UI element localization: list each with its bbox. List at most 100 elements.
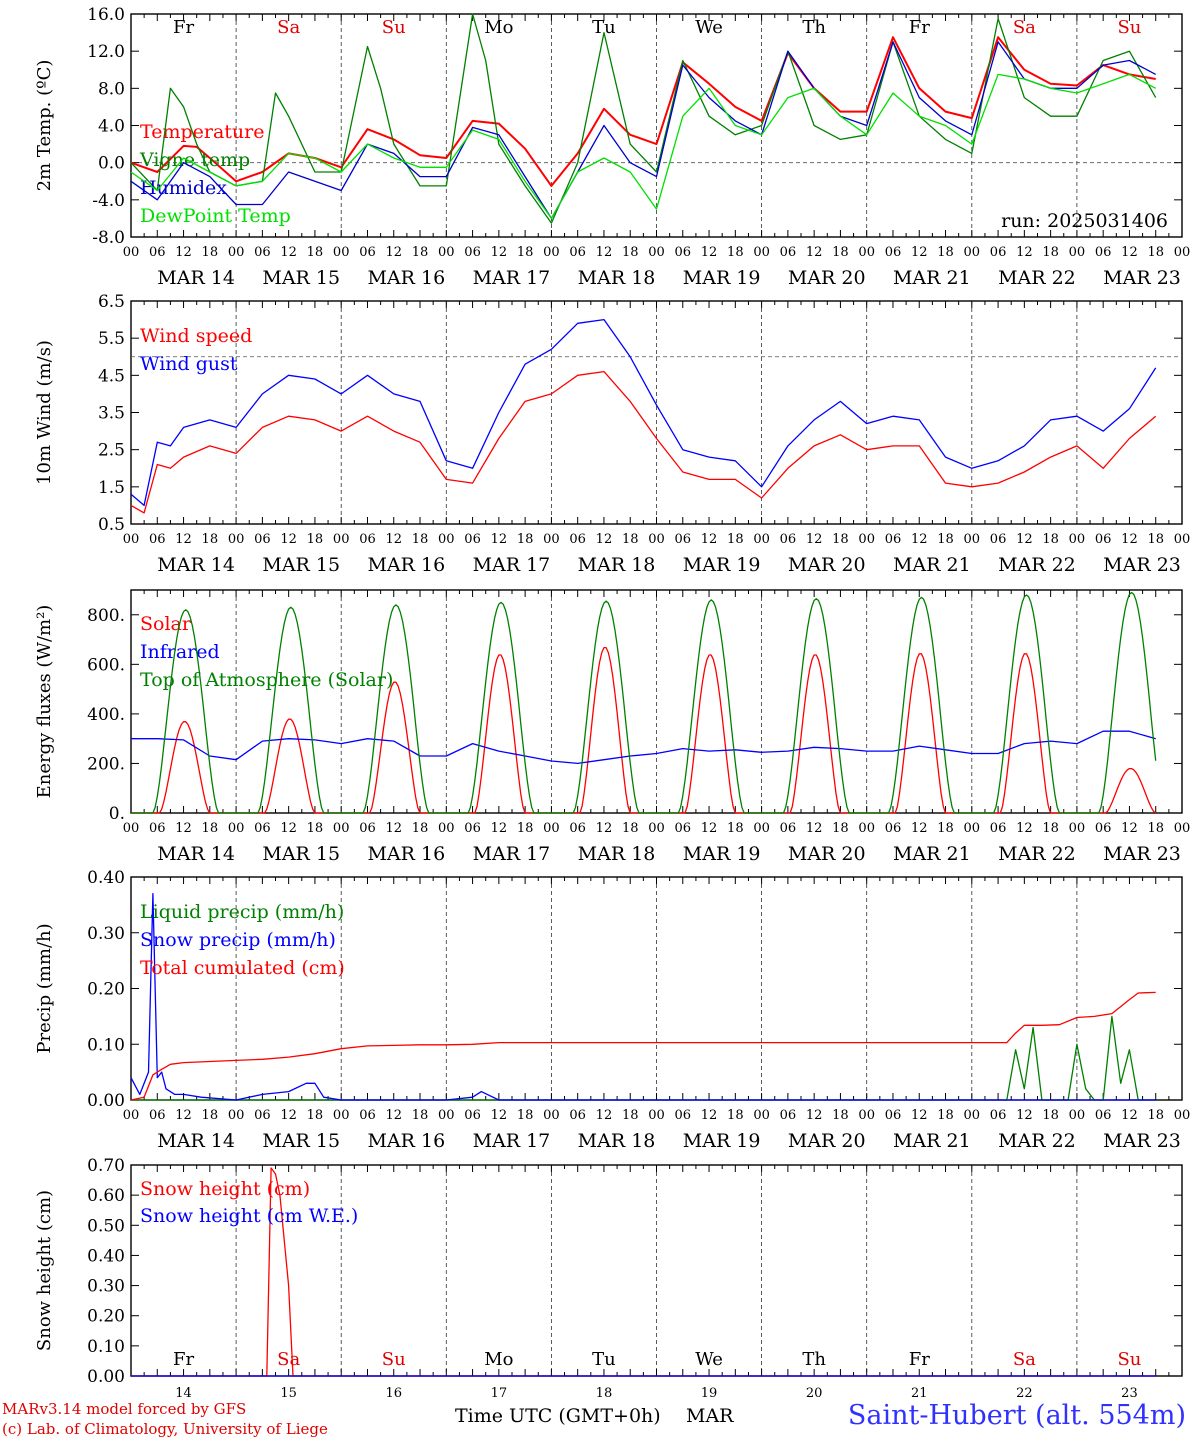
hour-label: 06 <box>780 821 797 836</box>
hour-label: 18 <box>832 532 849 547</box>
hour-label: 00 <box>753 245 770 260</box>
hour-label: 06 <box>464 245 481 260</box>
hour-label: 12 <box>175 245 192 260</box>
hour-label: 06 <box>1095 245 1112 260</box>
weekday-label: Fr <box>173 1349 194 1370</box>
hour-label: 00 <box>333 821 350 836</box>
series-line-dewpoint-temp <box>130 73 1157 220</box>
weekday-label: Fr <box>173 17 194 38</box>
hour-label: 18 <box>307 1108 324 1123</box>
day-number: 18 <box>596 1386 613 1400</box>
date-label: MAR 17 <box>473 843 551 865</box>
hour-label: 12 <box>806 245 823 260</box>
hour-label: 18 <box>307 821 324 836</box>
weekday-label: Sa <box>1013 1349 1036 1370</box>
y-tick-label: 0.20 <box>87 980 125 1000</box>
hour-label: 00 <box>858 1108 875 1123</box>
hour-label: 18 <box>1042 1108 1059 1123</box>
hour-label: 00 <box>1174 1108 1191 1123</box>
date-label: MAR 21 <box>893 267 971 289</box>
day-number: 22 <box>1016 1386 1033 1400</box>
hour-label: 06 <box>885 1108 902 1123</box>
credit-line-2: (c) Lab. of Climatology, University of L… <box>2 1420 328 1438</box>
y-tick-label: 0.40 <box>87 868 125 888</box>
hour-label: 18 <box>937 532 954 547</box>
chart-panel-3: 0. 200. 400. 600. 800. Energy fluxes (W/m²) 00… <box>34 589 1191 865</box>
y-tick-label: 200. <box>87 754 125 774</box>
hour-label: 00 <box>964 532 981 547</box>
chart-panel-5: 0.00 0.10 0.20 0.30 0.40 0.50 0.60 0.70 Snow hei… <box>34 1156 1183 1400</box>
y-tick-label: -8.0 <box>92 228 125 248</box>
hour-label: 12 <box>491 821 508 836</box>
date-label: MAR 16 <box>367 843 445 865</box>
hour-label: 12 <box>385 245 402 260</box>
date-label: MAR 19 <box>683 554 761 576</box>
hour-label: 00 <box>1174 821 1191 836</box>
y-tick-label: 0.40 <box>87 1246 125 1266</box>
hour-label: 12 <box>385 1108 402 1123</box>
hour-label: 12 <box>491 1108 508 1123</box>
hour-label: 12 <box>596 821 613 836</box>
hour-label: 18 <box>412 821 429 836</box>
hour-label: 06 <box>675 1108 692 1123</box>
y-axis-title: 2m Temp. (ºC) <box>34 60 55 192</box>
x-axis-title: Time UTC (GMT+0h) <box>455 1405 661 1427</box>
weekday-label: Fr <box>909 1349 930 1370</box>
hour-label: 12 <box>911 532 928 547</box>
hour-label: 18 <box>832 1108 849 1123</box>
y-tick-label: 0.70 <box>87 1156 125 1176</box>
weekday-label: Fr <box>909 17 930 38</box>
hour-label: 00 <box>438 532 455 547</box>
hour-label: 12 <box>596 532 613 547</box>
hour-label: 18 <box>202 1108 219 1123</box>
weekday-label: Su <box>1117 1349 1141 1370</box>
hour-label: 18 <box>1042 532 1059 547</box>
day-number: 19 <box>701 1386 718 1400</box>
day-number: 14 <box>175 1386 192 1400</box>
hour-label: 00 <box>228 532 245 547</box>
date-label: MAR 23 <box>1103 554 1181 576</box>
hour-label: 00 <box>753 1108 770 1123</box>
legend-entry: DewPoint Temp <box>140 205 291 227</box>
hour-label: 06 <box>359 245 376 260</box>
date-label: MAR 14 <box>157 843 235 865</box>
hour-label: 18 <box>727 821 744 836</box>
date-label: MAR 22 <box>998 267 1076 289</box>
hour-label: 06 <box>254 245 271 260</box>
hour-label: 12 <box>1121 245 1138 260</box>
hour-label: 06 <box>149 1108 166 1123</box>
hour-label: 18 <box>1147 532 1164 547</box>
day-number: 16 <box>385 1386 402 1400</box>
hour-label: 12 <box>596 1108 613 1123</box>
y-axis-title: Snow height (cm) <box>34 1190 55 1351</box>
legend-entry: Snow precip (mm/h) <box>140 929 336 951</box>
hour-label: 18 <box>622 532 639 547</box>
date-label: MAR 15 <box>262 267 340 289</box>
hour-label: 18 <box>412 532 429 547</box>
hour-label: 06 <box>254 821 271 836</box>
hour-label: 00 <box>438 821 455 836</box>
hour-label: 06 <box>149 532 166 547</box>
date-label: MAR 17 <box>473 554 551 576</box>
series-line-infrared <box>131 730 1156 765</box>
hour-label: 00 <box>753 821 770 836</box>
hour-label: 12 <box>1016 1108 1033 1123</box>
hour-label: 18 <box>517 821 534 836</box>
hour-label: 00 <box>1174 532 1191 547</box>
hour-label: 18 <box>622 1108 639 1123</box>
hour-label: 18 <box>412 245 429 260</box>
hour-label: 18 <box>1042 245 1059 260</box>
month-label: MAR <box>686 1405 734 1427</box>
hour-label: 18 <box>307 532 324 547</box>
y-tick-label: 600. <box>87 655 125 675</box>
weekday-label: Su <box>1117 17 1141 38</box>
weekday-label: Sa <box>277 17 300 38</box>
date-label: MAR 22 <box>998 1130 1076 1152</box>
hour-label: 18 <box>1147 245 1164 260</box>
hour-label: 00 <box>228 1108 245 1123</box>
y-tick-label: 0.0 <box>98 154 125 174</box>
hour-label: 06 <box>990 245 1007 260</box>
hour-label: 12 <box>491 532 508 547</box>
hour-label: 00 <box>858 245 875 260</box>
hour-label: 12 <box>596 245 613 260</box>
